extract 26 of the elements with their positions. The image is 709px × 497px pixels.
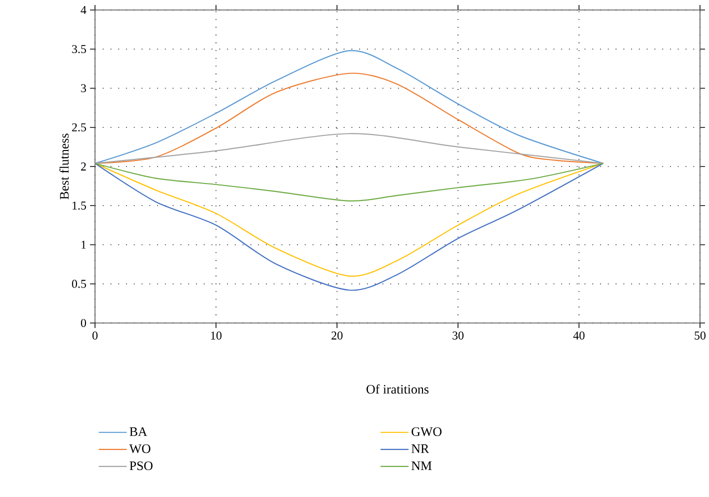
y-tick-label: 2 (81, 162, 86, 170)
legend-label: WO (129, 444, 150, 454)
legend-label: GWO (412, 427, 442, 436)
x-tick-label: 30 (452, 332, 464, 340)
line-series (95, 50, 604, 164)
line-series (95, 162, 604, 202)
x-tick-label: 20 (332, 332, 343, 340)
y-tick-label: 2.5 (72, 123, 86, 132)
y-tick-label: 0.5 (72, 280, 86, 288)
y-axis-title: Best flutness (59, 134, 69, 200)
legend-label: NM (411, 461, 432, 470)
legend-label: BA (130, 427, 148, 436)
y-tick-label: 0 (80, 318, 86, 328)
x-tick-label: 40 (573, 332, 585, 340)
x-axis-title: Of iratitions (366, 384, 429, 394)
x-tick-label: 50 (694, 332, 706, 340)
legend-label: PSO (130, 461, 153, 470)
y-tick-label: 3.5 (72, 45, 86, 54)
x-tick-label: 0 (92, 332, 98, 340)
y-tick-label: 4 (80, 6, 86, 14)
line-series (95, 133, 604, 164)
y-tick-label: 3 (81, 84, 86, 92)
legend-label: NR (411, 444, 430, 453)
y-tick-label: 1 (82, 240, 86, 249)
x-tick-label: 10 (211, 332, 222, 340)
y-tick-label: 1.5 (72, 202, 86, 210)
